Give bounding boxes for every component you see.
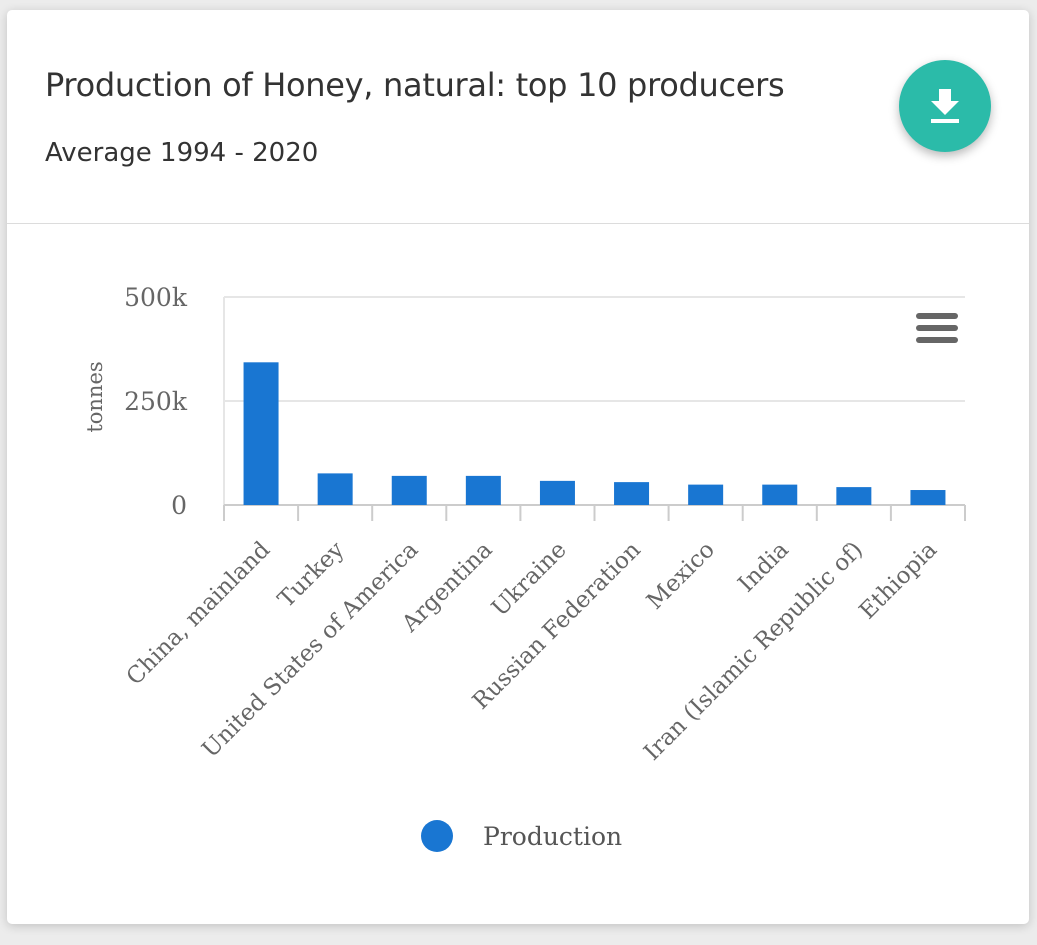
- card-header: Production of Honey, natural: top 10 pro…: [7, 10, 1029, 224]
- y-tick-label: 250k: [124, 387, 188, 416]
- chart-subtitle: Average 1994 - 2020: [45, 138, 319, 168]
- y-tick-label: 500k: [124, 283, 188, 312]
- legend-label: Production: [483, 821, 623, 851]
- bar[interactable]: [465, 475, 501, 505]
- download-button[interactable]: [899, 60, 991, 152]
- download-icon: [931, 89, 959, 123]
- legend-marker: [421, 820, 453, 852]
- x-tick-label: Ethiopia: [855, 537, 943, 625]
- x-tick-label: Mexico: [642, 537, 720, 615]
- bar[interactable]: [243, 362, 279, 505]
- bar[interactable]: [762, 484, 798, 505]
- bar[interactable]: [539, 480, 575, 505]
- legend[interactable]: Production: [421, 818, 622, 854]
- x-tick-label: Turkey: [273, 537, 349, 613]
- bar[interactable]: [836, 487, 872, 505]
- y-tick-label: 0: [171, 491, 187, 520]
- chart-card: Production of Honey, natural: top 10 pro…: [7, 10, 1029, 924]
- x-tick-label: China, mainland: [122, 537, 276, 691]
- y-axis-title: tonnes: [83, 361, 107, 432]
- bar[interactable]: [910, 490, 946, 505]
- x-tick-label: India: [733, 537, 794, 598]
- bar[interactable]: [317, 473, 353, 505]
- chart-menu-button[interactable]: [912, 309, 962, 349]
- chart-title: Production of Honey, natural: top 10 pro…: [45, 66, 785, 104]
- chart-area: 0 250k 500k tonnes China, mainland Turkey Unit…: [7, 224, 1029, 924]
- bar[interactable]: [391, 475, 427, 505]
- bar[interactable]: [614, 482, 650, 505]
- bar[interactable]: [688, 484, 724, 505]
